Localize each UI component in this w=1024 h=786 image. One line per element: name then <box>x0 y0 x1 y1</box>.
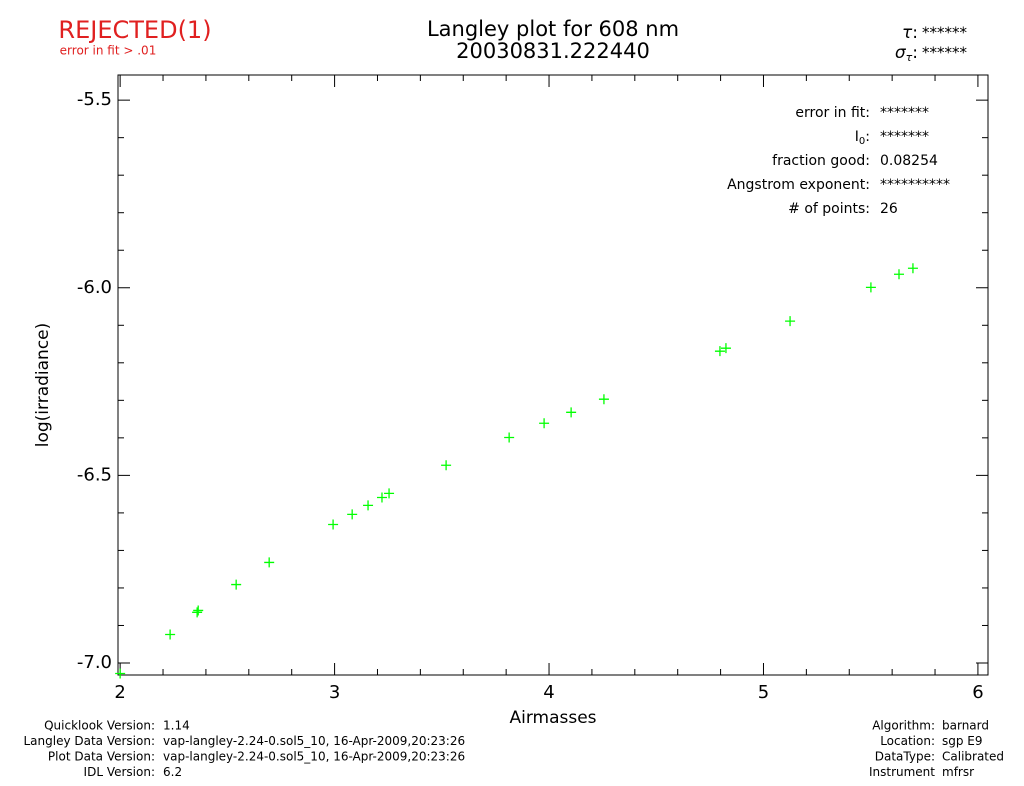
data-point <box>539 418 550 429</box>
data-point <box>376 492 387 503</box>
data-point <box>504 432 515 443</box>
info-label-text: error in fit: <box>795 105 870 121</box>
x-tick-label: 2 <box>114 682 125 703</box>
x-tick-label: 6 <box>972 682 983 703</box>
info-colon: : <box>865 129 870 145</box>
info-label: I0: <box>855 129 870 147</box>
x-tick-label: 4 <box>543 682 554 703</box>
info-label-text: fraction good: <box>772 153 870 169</box>
data-point <box>328 519 339 530</box>
status: REJECTED(1) <box>58 16 211 44</box>
footer-value: barnard <box>942 719 989 733</box>
info-label: fraction good: <box>772 153 870 169</box>
data-point <box>598 394 609 405</box>
data-point <box>193 605 204 616</box>
footer-value: 6.2 <box>163 765 182 779</box>
data-point <box>347 509 358 520</box>
footer-value: vap-langley-2.24-0.sol5_10, 16-Apr-2009,… <box>163 750 465 764</box>
info-label: # of points: <box>788 201 870 217</box>
info-value: ******* <box>880 105 929 121</box>
plot-frame <box>117 74 989 676</box>
footer-label: Instrument <box>869 765 935 779</box>
info-value: ********** <box>880 177 950 193</box>
data-point <box>907 263 918 274</box>
footer-value: sgp E9 <box>942 734 983 748</box>
info-label: Angstrom exponent: <box>727 177 870 193</box>
footer-value: 1.14 <box>163 719 190 733</box>
y-tick-label: -5.5 <box>77 89 112 110</box>
tau-symbol: τ <box>902 23 913 43</box>
info-value: 0.08254 <box>880 153 938 169</box>
info-value: 26 <box>880 201 898 217</box>
status-note: error in fit > .01 <box>60 44 157 58</box>
data-point <box>714 346 725 357</box>
data-point <box>115 668 126 679</box>
x-tick-label: 3 <box>329 682 340 703</box>
data-point <box>441 460 452 471</box>
footer-label: DataType: <box>875 750 935 764</box>
y-tick-label: -7.0 <box>77 652 112 673</box>
info-label: error in fit: <box>795 105 870 121</box>
footer-label: Location: <box>880 734 935 748</box>
data-point <box>785 316 796 327</box>
data-point <box>894 269 905 280</box>
tau-colon: : <box>912 23 918 43</box>
data-point <box>264 557 275 568</box>
footer-value: Calibrated <box>942 750 1004 764</box>
y-tick-label: -6.5 <box>77 464 112 485</box>
info-subscript: 0 <box>859 136 865 147</box>
y-axis-title: log(irradiance) <box>33 323 53 448</box>
data-point <box>231 579 242 590</box>
footer-value: mfrsr <box>942 765 974 779</box>
data-point <box>566 407 577 418</box>
data-point <box>384 488 395 499</box>
data-point <box>720 343 731 354</box>
chart-title: Langley plot for 608 nm <box>427 17 679 41</box>
tau-value: ****** <box>922 24 968 42</box>
sigma-colon: : <box>912 43 918 63</box>
data-point <box>865 282 876 293</box>
data-point <box>165 629 176 640</box>
sigma-subscript: τ <box>906 51 913 64</box>
info-value: ******* <box>880 129 929 145</box>
tau-label: τ: <box>902 23 918 43</box>
info-label-text: Angstrom exponent: <box>727 177 870 193</box>
sigma-value: ****** <box>922 44 968 62</box>
footer-label: Plot Data Version: <box>48 750 155 764</box>
data-point <box>363 500 374 511</box>
footer-label: Algorithm: <box>872 719 935 733</box>
sigma-label: στ: <box>895 43 918 64</box>
info-label-text: I <box>855 129 859 145</box>
footer-label: Langley Data Version: <box>23 734 155 748</box>
footer-label: IDL Version: <box>84 765 155 779</box>
chart-subtitle: 20030831.222440 <box>456 39 650 63</box>
data-point <box>192 607 203 618</box>
footer-value: vap-langley-2.24-0.sol5_10, 16-Apr-2009,… <box>163 734 465 748</box>
info-label-text: # of points: <box>788 201 870 217</box>
y-tick-label: -6.0 <box>77 277 112 298</box>
x-tick-label: 5 <box>758 682 769 703</box>
x-axis-title: Airmasses <box>509 708 596 728</box>
footer-label: Quicklook Version: <box>44 719 155 733</box>
sigma-symbol: σ <box>895 43 907 63</box>
